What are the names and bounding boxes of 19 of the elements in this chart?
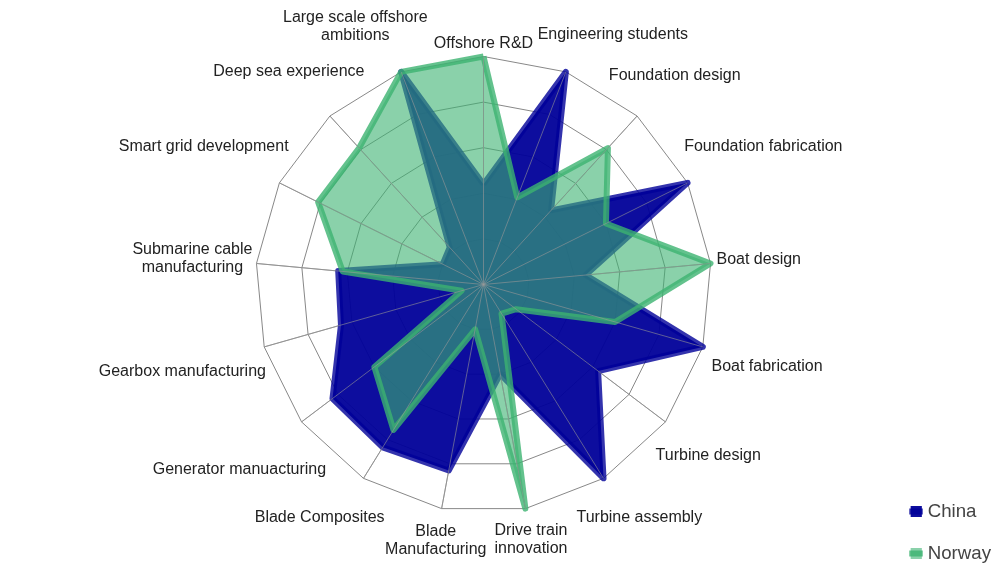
spoke-label: Foundation design bbox=[608, 66, 741, 84]
spoke-label: Offshore R&D bbox=[433, 33, 534, 51]
spoke-label: Smart grid development bbox=[118, 136, 290, 154]
spoke-label: Turbine design bbox=[655, 445, 761, 463]
spoke-label: Engineering students bbox=[537, 24, 688, 42]
spoke-label: Submarine cable manufacturing bbox=[132, 240, 253, 275]
spoke-label: Drive train innovation bbox=[494, 521, 568, 556]
spoke-label: Boat design bbox=[716, 250, 801, 268]
spoke-label: Turbine assembly bbox=[576, 508, 703, 526]
spoke-label: Blade Composites bbox=[254, 508, 385, 526]
spoke-label: Boat fabrication bbox=[711, 356, 823, 374]
spoke-label: Generator manuacturing bbox=[152, 460, 327, 478]
legend-label: China bbox=[927, 500, 977, 522]
spoke-label: Foundation fabrication bbox=[684, 136, 843, 154]
spoke-label: Gearbox manufacturing bbox=[98, 361, 266, 379]
spoke-label: Deep sea experience bbox=[213, 62, 365, 80]
legend-label: Norway bbox=[927, 542, 991, 564]
spoke-label: Large scale offshore ambitions bbox=[282, 8, 428, 44]
spoke-label: Blade Manufacturing bbox=[385, 522, 487, 558]
